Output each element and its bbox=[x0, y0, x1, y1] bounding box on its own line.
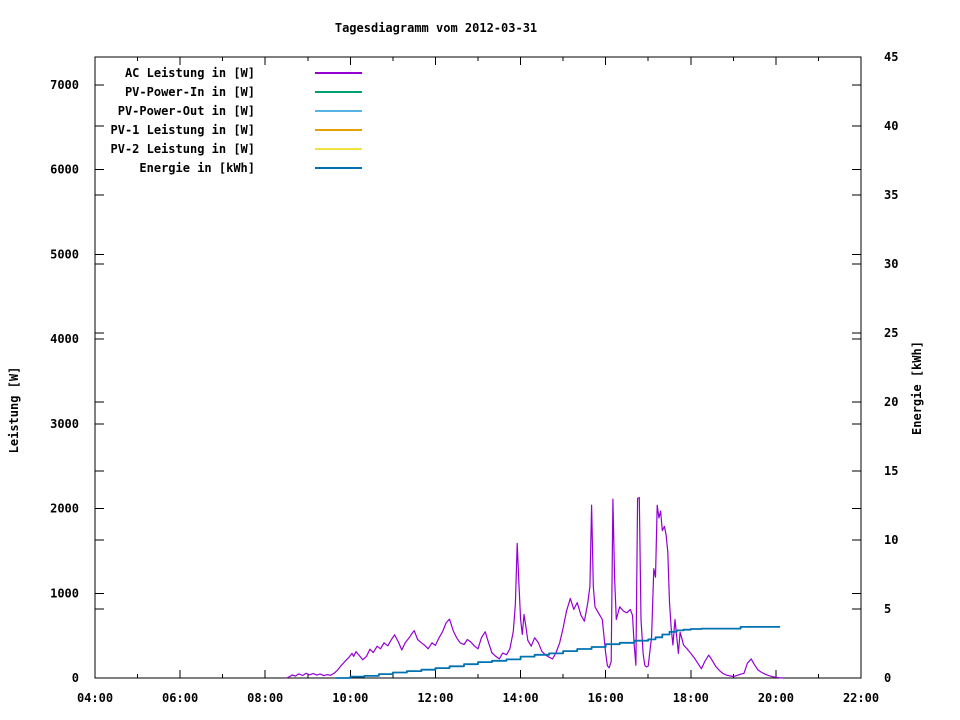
y2-tick-label: 45 bbox=[884, 50, 898, 64]
legend-row: PV-1 Leistung in [W] bbox=[95, 120, 362, 139]
legend-label: PV-2 Leistung in [W] bbox=[110, 141, 256, 156]
y1-tick-label: 3000 bbox=[50, 417, 79, 431]
x-tick-label: 12:00 bbox=[417, 691, 453, 705]
y1-tick-label: 6000 bbox=[50, 163, 79, 177]
chart-title: Tagesdiagramm vom 2012-03-31 bbox=[334, 21, 538, 35]
y1-tick-label: 0 bbox=[72, 671, 79, 685]
y2-tick-label: 15 bbox=[884, 464, 898, 478]
y2-tick-label: 5 bbox=[884, 602, 891, 616]
legend-row: AC Leistung in [W] bbox=[95, 63, 362, 82]
y1-tick-label: 5000 bbox=[50, 247, 79, 261]
y2-tick-label: 30 bbox=[884, 257, 898, 271]
y2-tick-label: 10 bbox=[884, 533, 898, 547]
x-tick-label: 22:00 bbox=[843, 691, 879, 705]
x-tick-label: 04:00 bbox=[77, 691, 113, 705]
x-tick-label: 18:00 bbox=[673, 691, 709, 705]
legend-row: Energie in [kWh] bbox=[95, 158, 362, 177]
x-tick-label: 06:00 bbox=[162, 691, 198, 705]
y1-tick-label: 2000 bbox=[50, 502, 79, 516]
legend-row: PV-Power-In in [W] bbox=[95, 82, 362, 101]
y2-tick-label: 25 bbox=[884, 326, 898, 340]
legend-line-sample bbox=[315, 109, 362, 112]
x-tick-label: 16:00 bbox=[588, 691, 624, 705]
legend-label: AC Leistung in [W] bbox=[124, 65, 255, 80]
y2-tick-label: 35 bbox=[884, 188, 898, 202]
legend-label: PV-Power-Out in [W] bbox=[117, 103, 255, 118]
legend-line-sample bbox=[315, 147, 362, 150]
x-tick-label: 20:00 bbox=[758, 691, 794, 705]
series-line-ac-leistung-in-w- bbox=[286, 496, 784, 679]
legend-row: PV-2 Leistung in [W] bbox=[95, 139, 362, 158]
x-tick-label: 10:00 bbox=[332, 691, 368, 705]
y1-tick-label: 1000 bbox=[50, 586, 79, 600]
y1-tick-label: 4000 bbox=[50, 332, 79, 346]
legend-label: Energie in [kWh] bbox=[139, 160, 255, 175]
y2-tick-label: 0 bbox=[884, 671, 891, 685]
legend-line-sample bbox=[315, 71, 362, 74]
y2-tick-label: 20 bbox=[884, 395, 898, 409]
x-tick-label: 08:00 bbox=[247, 691, 283, 705]
legend-line-sample bbox=[315, 90, 362, 93]
legend-row: PV-Power-Out in [W] bbox=[95, 101, 362, 120]
legend-line-sample bbox=[315, 166, 362, 169]
x-tick-label: 14:00 bbox=[502, 691, 538, 705]
series-line-energie-in-kwh- bbox=[336, 626, 781, 679]
y2-tick-label: 40 bbox=[884, 119, 898, 133]
y1-tick-label: 7000 bbox=[50, 78, 79, 92]
legend-line-sample bbox=[315, 128, 362, 131]
legend-label: PV-Power-In in [W] bbox=[124, 84, 255, 99]
legend-label: PV-1 Leistung in [W] bbox=[110, 122, 256, 137]
